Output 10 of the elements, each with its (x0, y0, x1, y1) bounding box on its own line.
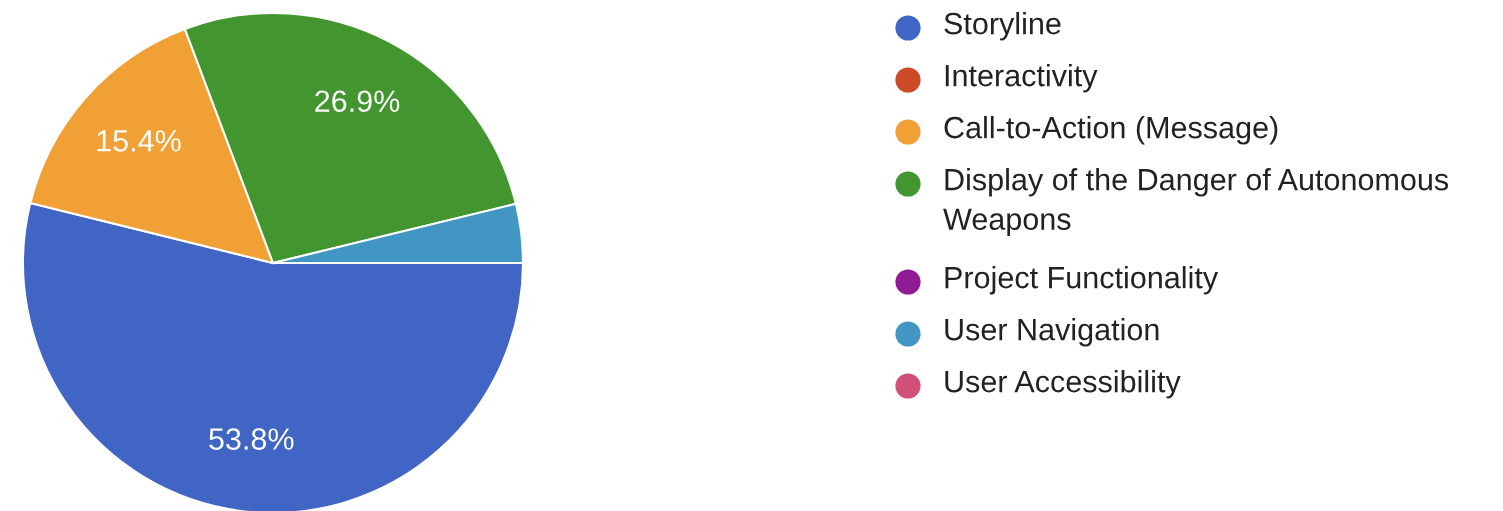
data-label: 15.4% (97, 130, 181, 152)
legend-label: Project Functionality (945, 266, 1219, 295)
data-label: 26.9% (315, 90, 400, 113)
legend-label: Interactivity (945, 64, 1098, 93)
data-label: 53.8% (209, 428, 294, 450)
legend-label: Storyline (944, 12, 1061, 41)
legend-label: Display of the Danger of Autonomous Weapons (943, 168, 1449, 237)
legend-label: User Accessibility (945, 370, 1181, 399)
legend-label: Call-to-Action (Message) (944, 116, 1278, 145)
legend-label: User Navigation (945, 318, 1159, 347)
